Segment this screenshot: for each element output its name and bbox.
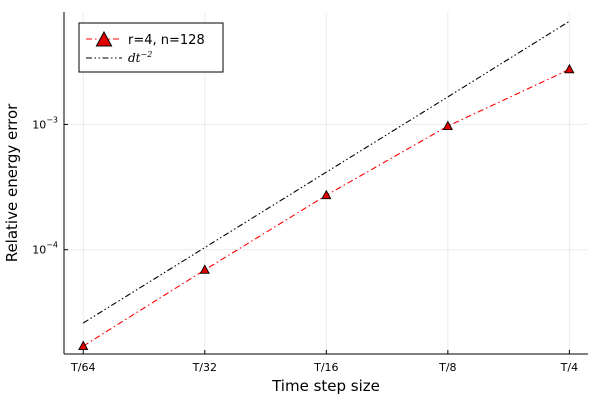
- x-tick-label: T/8: [438, 361, 456, 374]
- x-axis-label: Time step size: [271, 377, 380, 395]
- legend-box: [78, 22, 224, 73]
- x-tick-label: T/16: [313, 361, 338, 374]
- data-point: [199, 264, 210, 274]
- legend-label-1: r=4, n=128: [128, 33, 205, 48]
- series-line-2: [82, 20, 570, 324]
- data-point: [78, 340, 89, 350]
- legend: r=4, n=128 dt−2: [78, 22, 224, 73]
- data-point: [564, 63, 575, 74]
- y-tick-label: 10−3: [32, 115, 58, 131]
- y-axis-label: Relative energy error: [3, 103, 21, 262]
- x-tick-label: T/64: [70, 361, 95, 374]
- legend-label-2: dt−2: [128, 50, 152, 65]
- x-tick-label: T/32: [192, 361, 217, 374]
- legend-marker-1: [95, 30, 113, 47]
- axes: [63, 12, 588, 355]
- series-layer: [78, 20, 575, 350]
- y-tick-label: 10−4: [32, 241, 58, 257]
- data-point: [321, 189, 332, 200]
- data-point: [442, 120, 453, 130]
- x-tick-label: T/4: [560, 361, 578, 374]
- y-tick-labels: 10−4 10−3: [32, 115, 58, 256]
- x-tick-labels: T/64 T/32 T/16 T/8 T/4: [70, 361, 578, 374]
